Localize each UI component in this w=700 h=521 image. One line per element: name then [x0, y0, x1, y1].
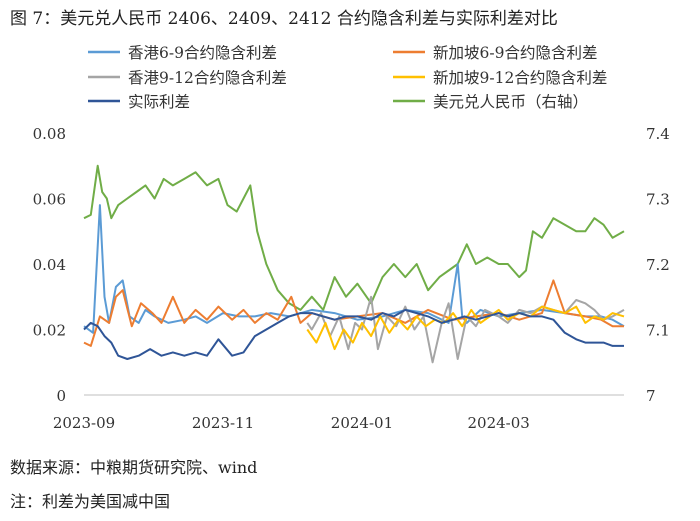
right-tick-label: 7 — [646, 387, 656, 405]
legend-label: 新加坡9-12合约隐含利差 — [433, 69, 607, 87]
right-tick-label: 7.1 — [646, 322, 670, 340]
left-tick-label: 0.02 — [33, 322, 66, 340]
series-line-3 — [306, 295, 625, 364]
footnote: 注：利差为美国减中国 — [10, 492, 171, 511]
right-tick-label: 7.4 — [646, 125, 670, 143]
legend-label: 实际利差 — [128, 93, 190, 111]
series-line-5 — [83, 308, 624, 360]
x-tick-label: 2023-09 — [53, 414, 115, 432]
right-axis-tick-labels: 7 7.1 7.2 7.3 7.4 — [646, 125, 670, 405]
left-tick-label: 0 — [56, 387, 66, 405]
series-line-6 — [83, 164, 625, 311]
data-source-note: 数据来源：中粮期货研究院、wind — [10, 458, 258, 477]
series-lines — [83, 164, 625, 364]
x-tick-label: 2024-01 — [331, 414, 393, 432]
legend-label: 美元兑人民币（右轴） — [433, 93, 588, 111]
x-tick-label: 2024-03 — [468, 414, 530, 432]
left-tick-label: 0.08 — [33, 125, 66, 143]
legend-label: 香港9-12合约隐含利差 — [128, 69, 287, 87]
left-tick-label: 0.06 — [33, 191, 66, 209]
x-tick-label: 2023-11 — [192, 414, 254, 432]
left-axis-tick-labels: 0 0.02 0.04 0.06 0.08 — [33, 125, 66, 405]
series-line-4 — [306, 305, 625, 351]
legend-label: 新加坡6-9合约隐含利差 — [433, 44, 597, 62]
chart-title: 图 7：美元兑人民币 2406、2409、2412 合约隐含利差与实际利差对比 — [10, 9, 558, 29]
series-line-2 — [83, 279, 624, 347]
left-tick-label: 0.04 — [33, 256, 66, 274]
legend-label: 香港6-9合约隐含利差 — [128, 44, 277, 62]
right-tick-label: 7.2 — [646, 256, 670, 274]
x-axis-tick-labels: 2023-09 2023-11 2024-01 2024-03 — [53, 414, 530, 432]
right-tick-label: 7.3 — [646, 191, 670, 209]
